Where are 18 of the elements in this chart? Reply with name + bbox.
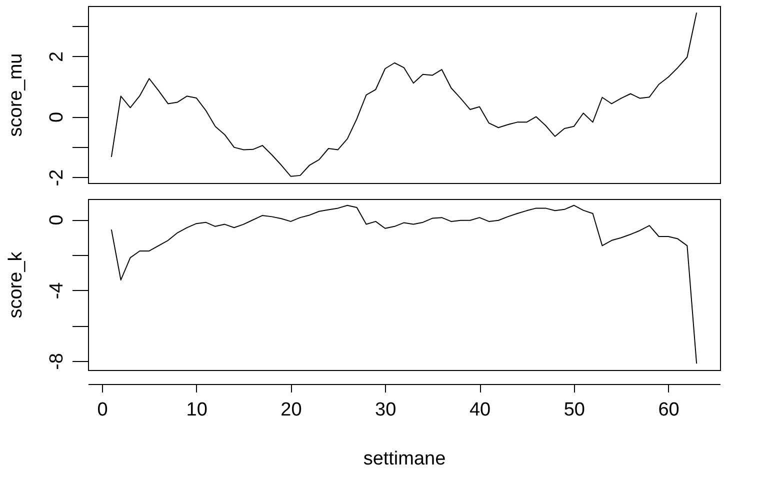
y-tick-label: 2 [46, 51, 68, 62]
y-tick-label: -4 [46, 282, 68, 300]
x-tick-label: 30 [375, 400, 396, 420]
x-tick-label: 10 [186, 400, 208, 420]
x-tick-label: 60 [658, 400, 680, 420]
x-tick-label: 20 [280, 400, 302, 420]
x-axis-title: settimane [363, 448, 446, 470]
line-series [110, 12, 698, 177]
y-tick-label: 0 [46, 214, 68, 226]
x-tick-label: 50 [564, 400, 585, 420]
y-tick-label: 0 [46, 112, 68, 123]
x-tick-label: 40 [469, 400, 491, 420]
line-series [110, 204, 698, 364]
y-tick-label: -8 [46, 353, 68, 370]
x-tick-label: 0 [97, 400, 108, 420]
y-tick-label: -2 [46, 169, 68, 186]
y-axis-title: score_k [6, 251, 26, 318]
y-axis-title: score_mu [6, 53, 26, 137]
